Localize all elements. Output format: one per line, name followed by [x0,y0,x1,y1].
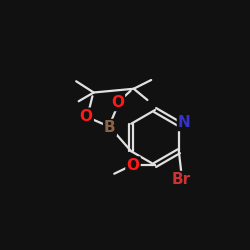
Text: N: N [178,115,191,130]
Text: O: O [80,109,93,124]
Text: O: O [126,158,140,172]
Text: B: B [104,120,116,135]
Text: O: O [111,95,124,110]
Text: Br: Br [172,172,191,187]
